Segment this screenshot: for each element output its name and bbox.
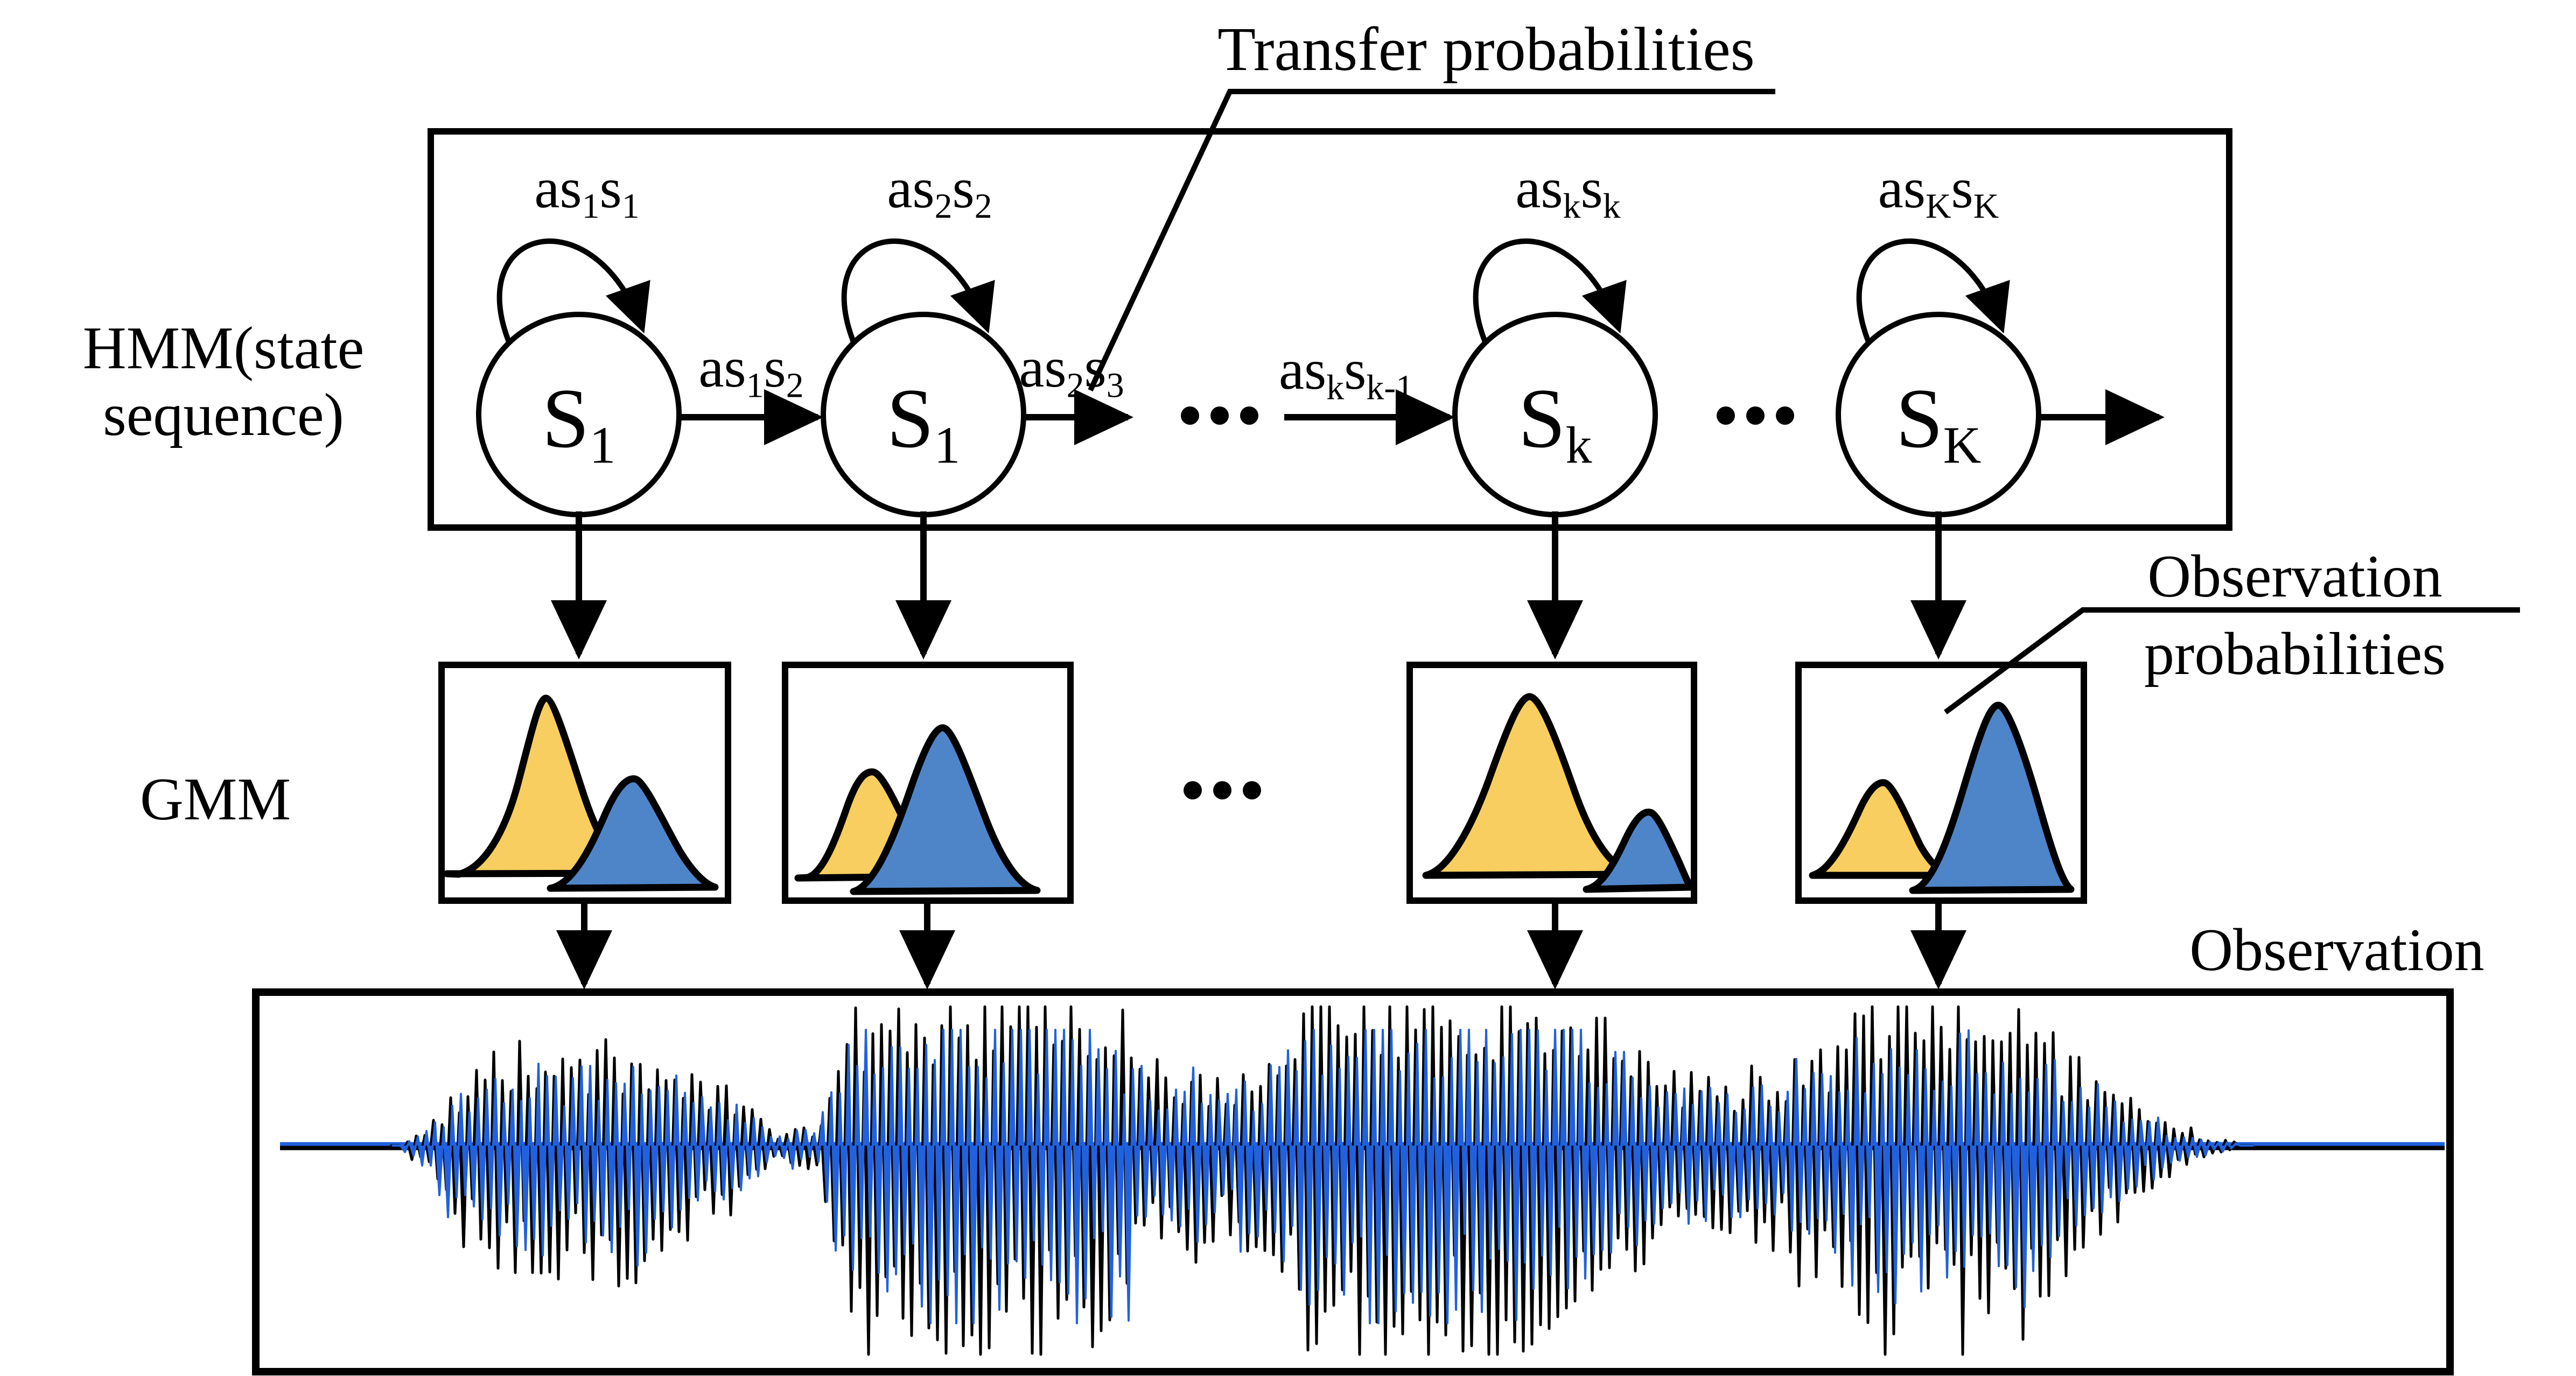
hmm-box bbox=[428, 128, 2232, 531]
transfer-probabilities-label: Transfer probabilities bbox=[1217, 15, 1755, 84]
hmm-row-label-line1: HMM(state bbox=[83, 315, 365, 382]
gmm-row-label: GMM bbox=[140, 766, 291, 833]
ellipsis-hmm-1 bbox=[1181, 406, 1258, 425]
ellipsis-gmm bbox=[1184, 781, 1261, 799]
self-loop-3 bbox=[1473, 238, 1627, 346]
self-loop-label-3: asksk bbox=[1515, 157, 1620, 226]
transfer-callout-line bbox=[1088, 89, 1775, 392]
observation-prob-label-line2: probabilities bbox=[2144, 621, 2446, 687]
observation-section: Observation bbox=[252, 917, 2484, 1375]
self-loop-4 bbox=[1856, 238, 2010, 346]
observation-prob-callout-line bbox=[1944, 607, 2520, 715]
self-loop-1 bbox=[496, 238, 650, 346]
self-loop-label-2: as2s2 bbox=[887, 157, 992, 226]
hmm-section: HMM(state sequence) Transfer probabiliti… bbox=[83, 15, 2232, 659]
hmm-row-label-line2: sequence) bbox=[103, 382, 344, 448]
ellipsis-hmm-2 bbox=[1717, 406, 1794, 425]
gauss-blue-2 bbox=[850, 724, 1041, 895]
self-loop-label-1: as1s1 bbox=[534, 157, 639, 226]
self-loop-2 bbox=[841, 238, 995, 346]
waveform-box bbox=[252, 988, 2454, 1375]
observation-prob-label-line1: Observation bbox=[2147, 543, 2442, 610]
gauss-blue-1 bbox=[547, 775, 719, 892]
state-label-2: S1 bbox=[887, 371, 961, 474]
state-label-1: S1 bbox=[542, 371, 616, 474]
observation-label: Observation bbox=[2189, 917, 2484, 984]
gmm-section: GMM Observation probabilities bbox=[140, 543, 2520, 989]
transition-label-2: as2s3 bbox=[1019, 336, 1124, 405]
transition-label-3: asksk-1 bbox=[1279, 338, 1413, 408]
waveform bbox=[280, 1005, 2445, 1356]
transition-label-1: as1s2 bbox=[698, 336, 803, 405]
gauss-yellow-4 bbox=[1809, 779, 1956, 879]
gauss-yellow-3 bbox=[1422, 693, 1639, 879]
self-loop-label-4: asKsK bbox=[1878, 157, 1999, 226]
state-label-4: SK bbox=[1896, 371, 1982, 474]
gauss-blue-3 bbox=[1583, 809, 1695, 893]
waveform-body-blue bbox=[392, 1029, 2254, 1324]
state-label-3: Sk bbox=[1518, 371, 1592, 474]
gauss-blue-4 bbox=[1909, 701, 2075, 894]
